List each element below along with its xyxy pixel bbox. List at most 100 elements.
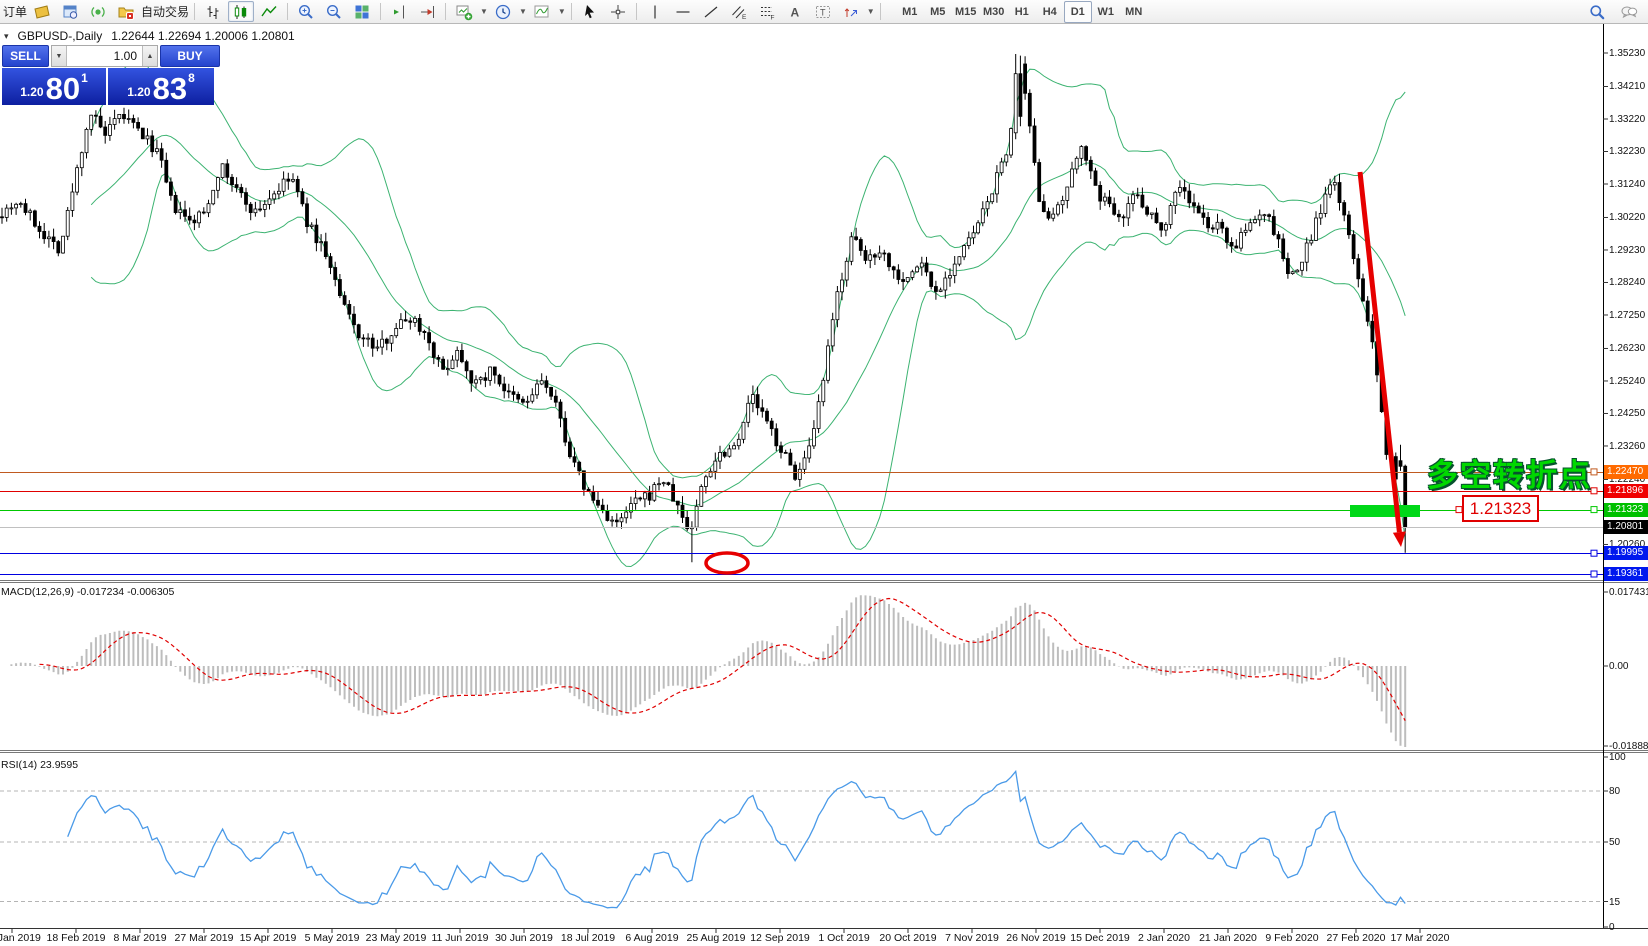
candle-down [333,267,338,280]
line-handle[interactable] [1590,506,1598,514]
macd-pane[interactable] [10,595,1407,747]
timeframe-mn[interactable]: MN [1125,5,1143,18]
main-price-pane[interactable] [0,54,1603,578]
line-handle[interactable] [1590,570,1598,578]
turning-point-annotation[interactable]: 多空转折点 [1427,458,1592,493]
new-order-button[interactable]: 订单 [3,5,28,19]
cursor-button[interactable] [577,1,603,22]
time-axis-label: 9 Feb 2020 [1265,932,1319,944]
zoom-in-icon [299,4,313,19]
rsi-pane[interactable] [0,769,1603,909]
timeframe-m30[interactable]: M30 [983,5,1005,18]
timeframe-m15[interactable]: M15 [955,5,977,18]
green-highlight-rect[interactable] [1350,505,1420,517]
toolbar-separator [879,3,881,20]
candle-up [718,451,722,462]
candle-down [0,216,4,219]
candle-down [722,451,727,457]
candle-up [206,203,211,214]
line-handle[interactable] [1590,487,1598,495]
candle-down [666,482,671,485]
candle-up [643,492,647,500]
candle-up [751,394,755,404]
candle-up [985,201,990,210]
sell-price-box[interactable]: 1.20 80 1 [2,68,108,105]
search-icon [1590,4,1605,19]
crosshair-button[interactable] [605,1,631,22]
chart-shift-button[interactable] [386,1,412,22]
market-watch-icon [34,4,50,19]
chat-button[interactable] [1616,1,1642,22]
volume-input[interactable]: 1.00 [113,49,137,63]
fibonacci-button[interactable]: F [754,1,780,22]
price-chart-svg[interactable] [0,24,1648,946]
arrows-tool-button[interactable] [838,1,864,22]
candle-up [816,401,821,429]
indicators-button[interactable] [529,1,555,22]
candle-up [84,128,89,154]
zoom-out-button[interactable] [321,1,347,22]
red-ellipse-annotation[interactable] [704,551,750,575]
new-chart-dropdown-arrow[interactable]: ▼ [480,7,488,16]
candle-up [1103,196,1107,202]
timeframe-m1[interactable]: M1 [902,5,918,18]
timeframe-w1[interactable]: W1 [1097,5,1114,18]
vertical-line-button[interactable] [642,1,668,22]
candle-up [267,198,272,205]
candle-up [530,394,535,402]
arrows-dropdown-arrow[interactable]: ▼ [866,7,875,16]
trendline-button[interactable] [698,1,724,22]
candle-up [652,484,657,501]
bar-chart-button[interactable] [200,1,226,22]
candle-down [544,380,549,388]
text-label-button[interactable]: T [810,1,836,22]
horizontal-line-button[interactable] [670,1,696,22]
tile-windows-button[interactable] [349,1,375,22]
market-watch-button[interactable] [29,1,55,22]
volume-decrease-button[interactable]: ▼ [52,46,67,66]
new-chart-button[interactable] [451,1,477,22]
line-handle[interactable] [1590,468,1598,476]
search-button[interactable] [1584,1,1610,22]
volume-increase-button[interactable]: ▲ [142,46,157,66]
red-trend-arrow[interactable] [1357,171,1402,533]
line-chart-button[interactable] [256,1,282,22]
candle-up [1318,212,1323,219]
equidistant-channel-button[interactable]: E [726,1,752,22]
timeframe-d1[interactable]: D1 [1063,0,1092,23]
line-handle[interactable] [1590,549,1598,557]
candle-down [591,491,596,501]
autotrading-button[interactable] [113,1,139,22]
candlestick-chart-button[interactable] [228,1,255,22]
toolbar-separator [194,3,196,20]
symbol-dropdown-icon[interactable]: ▾ [4,30,9,41]
chart-area[interactable]: ▾ GBPUSD-,Daily 1.22644 1.22694 1.20006 … [0,24,1648,946]
bar-chart-icon [207,5,219,19]
candle-up [366,337,371,340]
zoom-out-icon [327,4,341,19]
price-tag-annotation[interactable]: 1.21323 [1462,495,1539,522]
signals-button[interactable] [85,1,111,22]
timeframe-m5[interactable]: M5 [930,5,946,18]
buy-price-box[interactable]: 1.20 83 8 [108,68,214,105]
candle-down [441,358,446,370]
zoom-in-button[interactable] [293,1,319,22]
time-axis-label: 5 May 2019 [304,932,360,944]
indicators-dropdown-arrow[interactable]: ▼ [557,7,566,16]
sell-button[interactable]: SELL [2,45,49,67]
text-button[interactable]: A [782,1,808,22]
candle-up [704,476,708,487]
candle-down [549,386,553,397]
periods-button[interactable] [490,1,516,22]
candle-up [976,222,980,234]
timeframe-h1[interactable]: H1 [1014,5,1029,18]
candle-down [680,504,685,518]
autotrading-label[interactable]: 自动交易 [141,5,190,19]
auto-scroll-button[interactable] [414,1,440,22]
navigator-button[interactable] [57,1,83,22]
timeframe-h4[interactable]: H4 [1042,5,1057,18]
buy-button[interactable]: BUY [160,45,220,67]
periods-dropdown-arrow[interactable]: ▼ [518,7,527,16]
time-axis-label: 30 Jan 2019 [0,932,41,944]
candle-down [563,417,568,443]
